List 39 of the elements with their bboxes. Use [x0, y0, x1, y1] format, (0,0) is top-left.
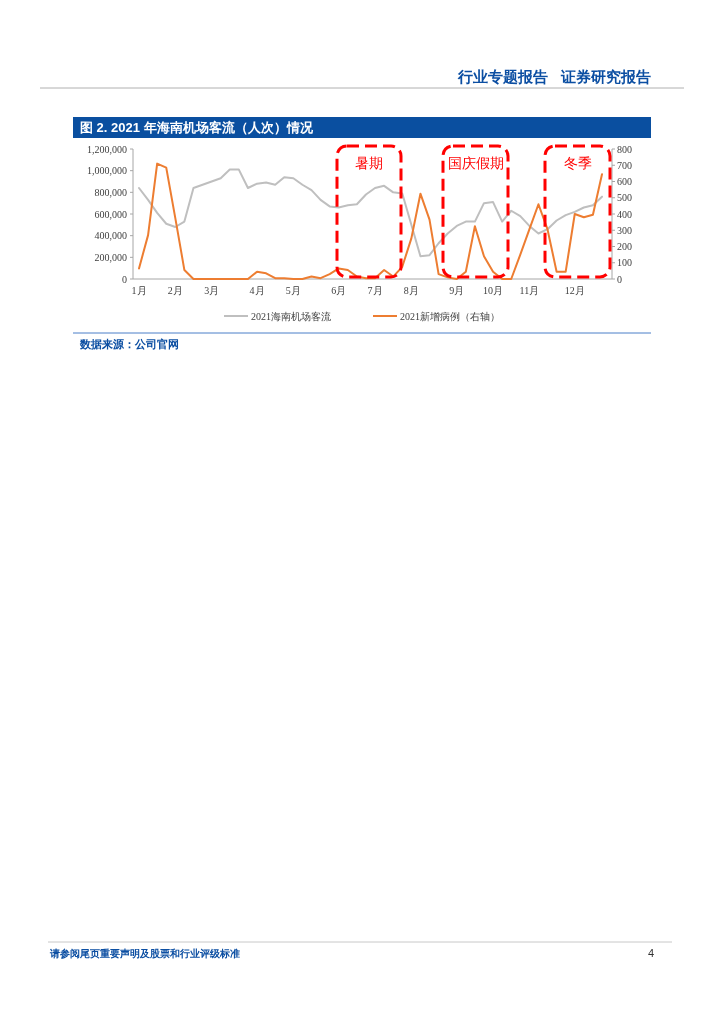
x-tick-label: 2月: [167, 285, 183, 296]
x-tick-label: 5月: [285, 285, 301, 296]
y-tick-label: 1,000,000: [87, 165, 127, 177]
y-tick-label: 600,000: [94, 208, 127, 220]
y2-tick-label: 700: [617, 159, 632, 171]
y-tick-label: 800,000: [94, 186, 127, 198]
y2-tick-label: 200: [617, 241, 632, 252]
y-tick-label: 1,200,000: [87, 143, 127, 155]
x-tick-label: 9月: [449, 285, 465, 296]
annotation: 暑期: [355, 156, 383, 171]
x-tick-label: 1月: [131, 285, 147, 296]
annotation: 国庆假期: [447, 156, 504, 171]
legend-label: 2021新增病例（右轴）: [400, 310, 500, 322]
text: 证券研究报告: [560, 68, 651, 85]
y2-tick-label: 400: [617, 208, 632, 220]
chart-title: 图 2. 2021 年海南机场客流（人次）情况: [80, 120, 314, 135]
annotation: 冬季: [563, 156, 592, 171]
y-tick-label: 400,000: [94, 230, 127, 242]
y2-tick-label: 500: [617, 192, 632, 204]
y2-tick-label: 800: [617, 143, 632, 155]
y2-tick-label: 600: [617, 176, 632, 187]
source-note: 数据来源：公司官网: [79, 338, 179, 350]
x-tick-label: 10月: [483, 285, 504, 296]
x-tick-label: 11月: [519, 285, 540, 296]
text: 4: [647, 947, 654, 959]
x-tick-label: 3月: [204, 285, 220, 296]
x-tick-label: 4月: [249, 285, 265, 296]
y-tick-label: 200,000: [94, 251, 127, 263]
text: 行业专题报告: [457, 68, 548, 85]
x-tick-label: 12月: [564, 285, 585, 296]
x-tick-label: 7月: [367, 285, 383, 296]
y-tick-label: 0: [122, 273, 127, 285]
y2-tick-label: 0: [617, 273, 622, 285]
legend-label: 2021海南机场客流: [251, 310, 331, 322]
y2-tick-label: 300: [617, 224, 632, 236]
x-tick-label: 8月: [403, 285, 419, 296]
y2-tick-label: 100: [617, 257, 632, 269]
x-tick-label: 6月: [331, 285, 347, 296]
text: 请参阅尾页重要声明及股票和行业评级标准: [49, 948, 240, 959]
